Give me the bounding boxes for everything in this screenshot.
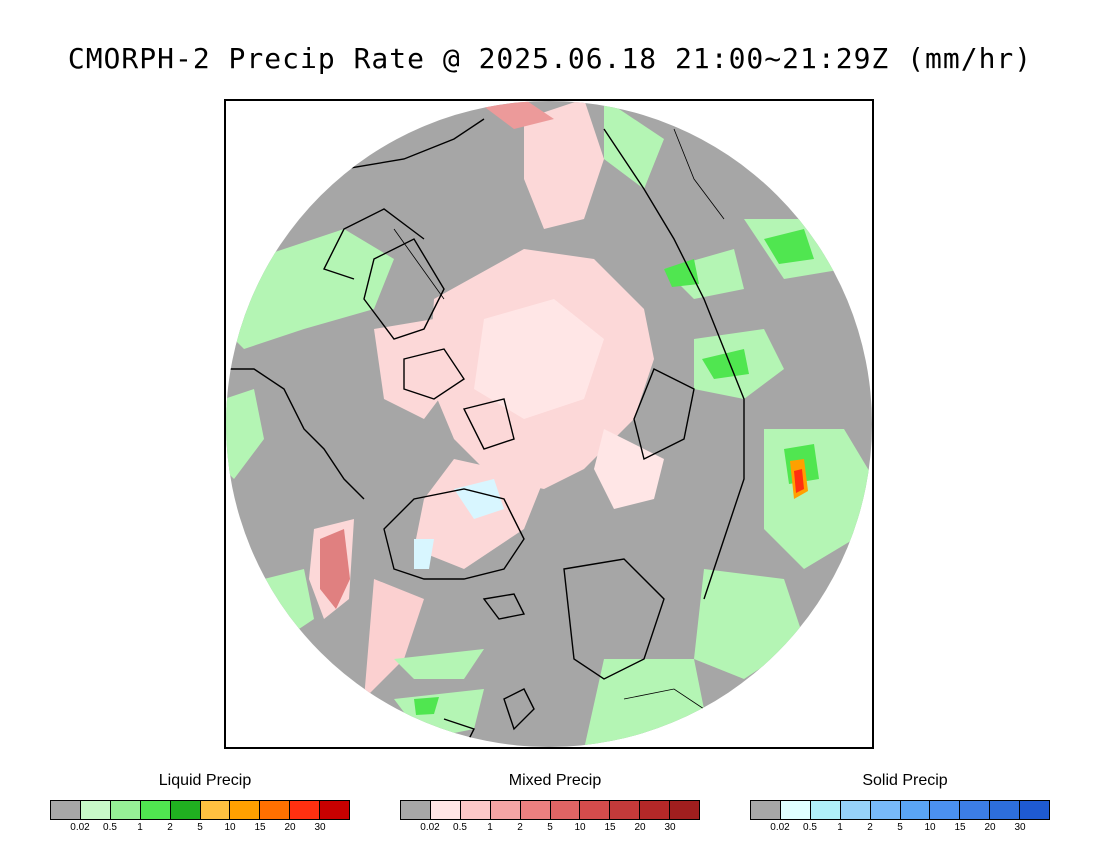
color-swatch [110,801,141,819]
tick-label: 10 [224,822,236,833]
liquid-precip-legend: Liquid Precip 0.02 0.5 1 2 5 10 15 20 30 [50,770,360,833]
tick-label: 0.5 [103,822,117,833]
tick-label: 0.5 [803,822,817,833]
tick-label: 2 [517,822,523,833]
tick-label: 1 [837,822,843,833]
mixed-precip-top [474,101,554,129]
tick-label: 5 [547,822,553,833]
color-swatch [230,801,261,819]
color-swatch [640,801,671,819]
color-swatch [200,801,231,819]
color-swatch [960,801,991,819]
tick-label: 5 [897,822,903,833]
color-scale [50,800,350,820]
color-swatch [610,801,641,819]
color-swatch [51,801,81,819]
tick-label: 20 [984,822,996,833]
tick-label: 15 [254,822,266,833]
tick-label: 20 [634,822,646,833]
color-scale [750,800,1050,820]
tick-label: 0.02 [420,822,440,833]
tick-label: 15 [954,822,966,833]
color-swatch [520,801,551,819]
tick-label: 1 [487,822,493,833]
mixed-precip-legend: Mixed Precip 0.02 0.5 1 2 5 10 15 20 30 [400,770,710,833]
color-swatch [460,801,491,819]
color-scale [400,800,700,820]
tick-label: 15 [604,822,616,833]
tick-label: 1 [137,822,143,833]
color-swatch [260,801,291,819]
mixed-precip-tongue [364,579,424,699]
map-title: CMORPH-2 Precip Rate @ 2025.06.18 21:00~… [67,42,1033,75]
light-mixed-areas [474,299,664,509]
polar-map [224,99,874,749]
tick-label: 30 [664,822,676,833]
liquid-precip-heavy [790,459,808,499]
tick-label: 20 [284,822,296,833]
color-swatch [900,801,931,819]
color-swatch [780,801,811,819]
polar-map-canvas [226,101,872,747]
tick-label: 0.02 [770,822,790,833]
tick-label: 10 [574,822,586,833]
tick-label: 30 [1014,822,1026,833]
color-swatch [490,801,521,819]
legend-title: Solid Precip [862,772,948,789]
tick-label: 10 [924,822,936,833]
color-swatch [840,801,871,819]
color-swatch [290,801,321,819]
tick-label: 2 [167,822,173,833]
coastlines [226,118,745,747]
tick-label: 5 [197,822,203,833]
tick-label: 0.02 [70,822,90,833]
color-swatch [990,801,1021,819]
legend-title: Mixed Precip [508,772,602,789]
color-swatch [170,801,201,819]
color-swatch [430,801,461,819]
solid-precip-legend: Solid Precip 0.02 0.5 1 2 5 10 15 20 30 [750,770,1060,833]
tick-label: 0.5 [453,822,467,833]
color-swatch [930,801,961,819]
color-swatch [751,801,781,819]
color-swatch [320,801,350,819]
color-swatch [810,801,841,819]
tick-label: 30 [314,822,326,833]
color-swatch [580,801,611,819]
color-swatch [670,801,700,819]
color-swatch [550,801,581,819]
color-swatch [1020,801,1050,819]
color-swatch [140,801,171,819]
color-swatch [870,801,901,819]
color-swatch [401,801,431,819]
tick-label: 2 [867,822,873,833]
borders [393,128,725,710]
color-swatch [80,801,111,819]
legend-title: Liquid Precip [158,772,252,789]
mixed-precip-heavy [320,529,350,609]
